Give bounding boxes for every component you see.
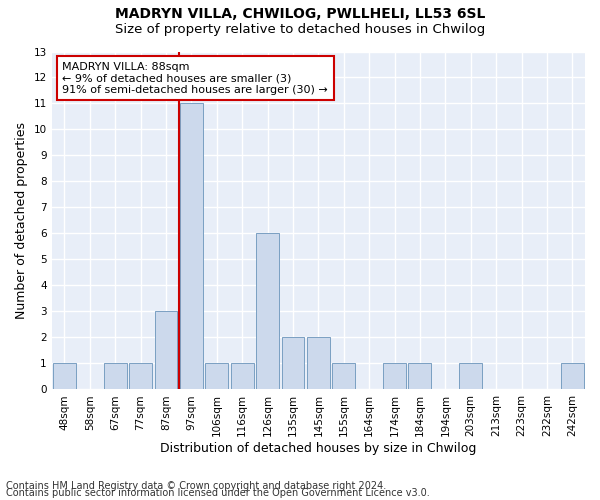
X-axis label: Distribution of detached houses by size in Chwilog: Distribution of detached houses by size …	[160, 442, 476, 455]
Bar	[281, 338, 304, 390]
Bar	[129, 364, 152, 390]
Bar	[180, 104, 203, 390]
Bar	[561, 364, 584, 390]
Text: Contains public sector information licensed under the Open Government Licence v3: Contains public sector information licen…	[6, 488, 430, 498]
Bar	[383, 364, 406, 390]
Bar	[155, 312, 178, 390]
Bar	[409, 364, 431, 390]
Text: MADRYN VILLA, CHWILOG, PWLLHELI, LL53 6SL: MADRYN VILLA, CHWILOG, PWLLHELI, LL53 6S…	[115, 8, 485, 22]
Text: Contains HM Land Registry data © Crown copyright and database right 2024.: Contains HM Land Registry data © Crown c…	[6, 481, 386, 491]
Bar	[307, 338, 330, 390]
Text: Size of property relative to detached houses in Chwilog: Size of property relative to detached ho…	[115, 22, 485, 36]
Bar	[205, 364, 228, 390]
Bar	[53, 364, 76, 390]
Bar	[231, 364, 254, 390]
Text: MADRYN VILLA: 88sqm
← 9% of detached houses are smaller (3)
91% of semi-detached: MADRYN VILLA: 88sqm ← 9% of detached hou…	[62, 62, 328, 95]
Y-axis label: Number of detached properties: Number of detached properties	[15, 122, 28, 319]
Bar	[256, 234, 279, 390]
Bar	[459, 364, 482, 390]
Bar	[332, 364, 355, 390]
Bar	[104, 364, 127, 390]
